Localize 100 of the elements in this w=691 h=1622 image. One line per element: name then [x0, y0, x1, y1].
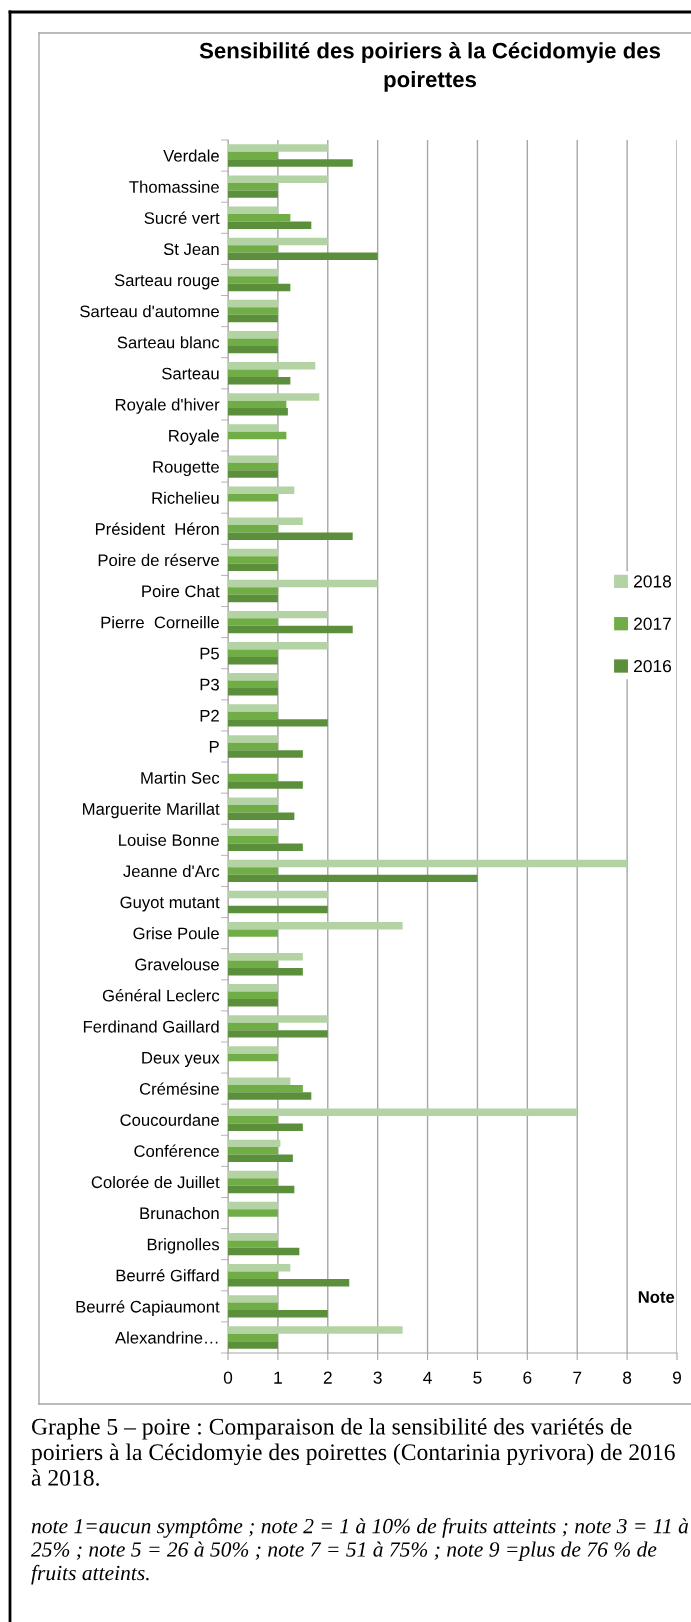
bar — [228, 144, 328, 152]
bar — [228, 330, 278, 339]
bar — [228, 967, 303, 976]
bar — [228, 649, 278, 657]
bar — [228, 1278, 350, 1287]
y-tick-label: P5 — [200, 647, 219, 660]
x-tick-label: 9 — [672, 1371, 682, 1384]
bar — [228, 781, 303, 789]
bar — [228, 1333, 278, 1342]
bar — [228, 1178, 278, 1186]
bar — [228, 182, 278, 191]
bar — [228, 486, 295, 494]
y-tick-label: Royale d'hiver — [115, 398, 220, 414]
y-tick-label: St Jean — [163, 243, 219, 256]
bar — [228, 151, 278, 160]
y-tick-label: Brignolles — [147, 1238, 220, 1254]
bar — [228, 656, 278, 665]
bar — [228, 431, 287, 440]
y-tick-label: Martin Sec — [141, 771, 220, 784]
bar — [228, 1108, 578, 1116]
bar — [228, 828, 278, 837]
bar — [228, 921, 403, 930]
bar — [228, 688, 278, 696]
bar — [228, 587, 278, 595]
x-tick-label: 0 — [223, 1371, 233, 1384]
bar — [228, 408, 288, 416]
y-tick-label: Alexandrine… — [115, 1331, 218, 1344]
y-tick-label: Rougette — [153, 461, 219, 477]
bar — [228, 462, 278, 471]
x-tick-label: 7 — [573, 1371, 582, 1384]
bar — [228, 812, 295, 820]
y-tick-label: Colorée de Juillet — [91, 1175, 220, 1189]
bar — [228, 960, 278, 968]
bar — [228, 237, 328, 246]
bar — [228, 276, 278, 284]
y-tick-label: Verdale — [163, 149, 219, 162]
x-axis-title: Note — [638, 1291, 675, 1303]
y-tick-label: Marguerite Marillat — [83, 802, 220, 819]
bar — [228, 338, 278, 346]
bar — [228, 268, 278, 277]
bar — [228, 1341, 278, 1349]
y-tick-label: Crémésine — [139, 1082, 219, 1095]
x-tick-label: 2 — [323, 1371, 332, 1384]
bar — [228, 548, 278, 557]
bar — [228, 1295, 278, 1303]
bar — [228, 493, 278, 502]
bar — [228, 1302, 278, 1311]
x-tick-label: 4 — [423, 1371, 432, 1384]
bar — [228, 455, 278, 463]
legend-label: 2017 — [634, 617, 671, 630]
y-tick-label: Conférence — [134, 1144, 219, 1158]
bar — [228, 711, 278, 720]
bar — [228, 742, 278, 751]
y-tick-label: Beurré Giffard — [116, 1269, 219, 1282]
y-tick-label: Deux yeux — [142, 1052, 220, 1068]
bar — [228, 1015, 328, 1023]
bar — [228, 1022, 278, 1031]
bar — [228, 984, 278, 992]
bar — [228, 1326, 403, 1334]
bar — [228, 890, 328, 899]
bar — [228, 750, 303, 758]
y-tick-label: Beurré Capiaumont — [76, 1300, 220, 1316]
bar — [228, 1084, 303, 1093]
bar — [228, 804, 278, 813]
bar — [228, 307, 278, 315]
bar — [228, 618, 278, 626]
bar — [228, 424, 278, 432]
y-tick-label: Sarteau rouge — [114, 274, 219, 290]
bar — [228, 214, 291, 222]
bar — [228, 563, 278, 572]
bar — [228, 874, 478, 883]
y-tick-label: Coucourdane — [120, 1113, 219, 1126]
y-tick-label: Royale — [169, 429, 219, 445]
bar — [228, 245, 278, 253]
bar — [228, 283, 291, 292]
y-tick-label: Richelieu — [152, 491, 219, 504]
bar — [228, 610, 328, 619]
bar — [228, 905, 328, 914]
bar — [228, 1053, 278, 1062]
bar — [228, 991, 278, 1000]
y-tick-label: Poire de réserve — [98, 553, 219, 567]
bar — [228, 393, 320, 401]
text: note 1=aucun symptôme ; note 2 = 1 à 10% de fruits atteints ; note 3 = 11 à 25% ; note 5 = 26 à 50% ; note 7 = 51 à 75% ; note 9 =plus de 76 % de fruits atteints. — [31, 1518, 689, 1585]
bar — [228, 680, 278, 689]
bar — [228, 175, 328, 183]
bar — [228, 1170, 278, 1179]
bar — [228, 369, 278, 377]
text: Graphe 5 – poire : Comparaison de la sensibilité des variétés de poiriers à la Cécidomyie des poirettes (Contarinia pyrivora) de 2016 à 2018. — [31, 1418, 675, 1486]
bar — [228, 159, 353, 167]
y-tick-label: P2 — [200, 709, 219, 722]
y-tick-label: P — [209, 741, 219, 753]
bar — [228, 377, 291, 385]
bar — [228, 797, 278, 805]
bar — [228, 252, 378, 261]
bar — [228, 1147, 278, 1155]
y-tick-label: Thomassine — [129, 180, 219, 193]
bar — [228, 704, 278, 712]
y-tick-label: Sarteau — [162, 367, 219, 380]
y-tick-label: Sarteau blanc — [117, 336, 220, 349]
bar — [228, 1123, 303, 1131]
